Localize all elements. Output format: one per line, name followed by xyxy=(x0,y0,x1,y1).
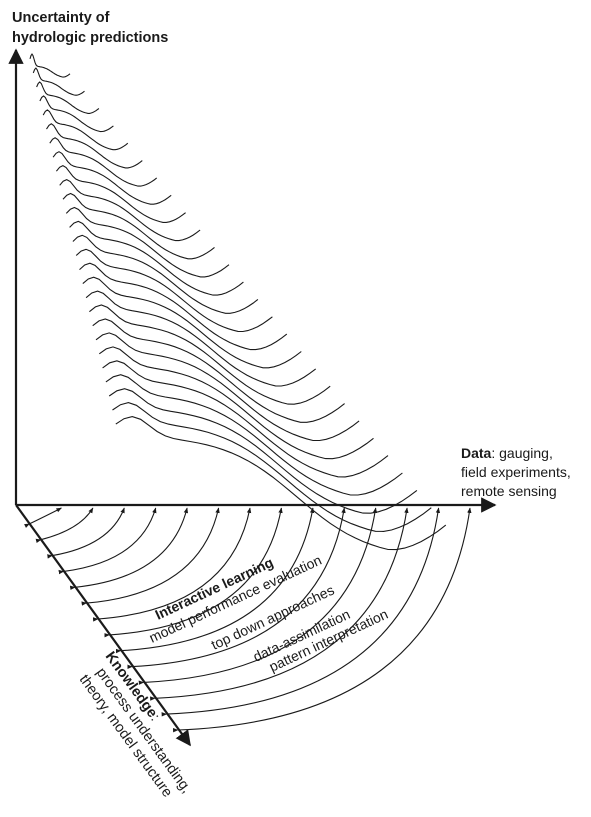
y-axis-title-line2: hydrologic predictions xyxy=(12,30,168,46)
surface-curve xyxy=(59,178,201,242)
surface-curve xyxy=(49,137,158,187)
data-axis-label-line3: remote sensing xyxy=(461,483,557,499)
surface-curve xyxy=(79,262,288,351)
knowledge-axis xyxy=(15,504,191,747)
data-axis-label-line1: Data: gauging, xyxy=(461,445,553,461)
surface-curve xyxy=(52,151,172,205)
surface-curve xyxy=(55,164,186,223)
surface-curve xyxy=(115,416,447,551)
surface-curve xyxy=(82,276,302,369)
surface-curve xyxy=(85,290,317,387)
surface-curve xyxy=(32,67,85,96)
learning-arc xyxy=(69,507,189,591)
uncertainty-surface xyxy=(29,53,447,551)
learning-arc xyxy=(23,507,62,529)
learning-arc xyxy=(172,507,472,733)
data-axis-label-line2: field experiments, xyxy=(461,464,571,480)
surface-curve xyxy=(92,318,345,423)
learning-arc xyxy=(35,507,94,544)
y-axis-title-line1: Uncertainty of xyxy=(12,10,110,26)
surface-curve xyxy=(102,360,389,478)
surface-curve xyxy=(98,346,374,460)
surface-curve xyxy=(72,234,259,314)
data-axis-label-rest: : gauging, xyxy=(491,445,553,461)
interactive-learning-labels: Interactive learning model performance e… xyxy=(147,552,391,675)
data-axis-label-bold: Data xyxy=(461,445,492,461)
surface-curve xyxy=(46,123,143,169)
surface-curve xyxy=(112,402,432,532)
surface-curve xyxy=(95,332,360,442)
surface-curve xyxy=(89,304,331,405)
surface-curve xyxy=(39,95,114,133)
interactive-learning-arcs xyxy=(23,507,472,733)
surface-curve xyxy=(75,248,273,333)
surface-curve xyxy=(62,192,215,260)
surface-curve xyxy=(105,374,403,496)
surface-curve xyxy=(65,206,230,278)
axes xyxy=(8,48,497,747)
surface-curve xyxy=(69,220,244,296)
learning-arc xyxy=(58,507,157,575)
surface-curve xyxy=(42,109,129,151)
surface-curve xyxy=(29,53,71,78)
surface-curve xyxy=(36,81,100,114)
